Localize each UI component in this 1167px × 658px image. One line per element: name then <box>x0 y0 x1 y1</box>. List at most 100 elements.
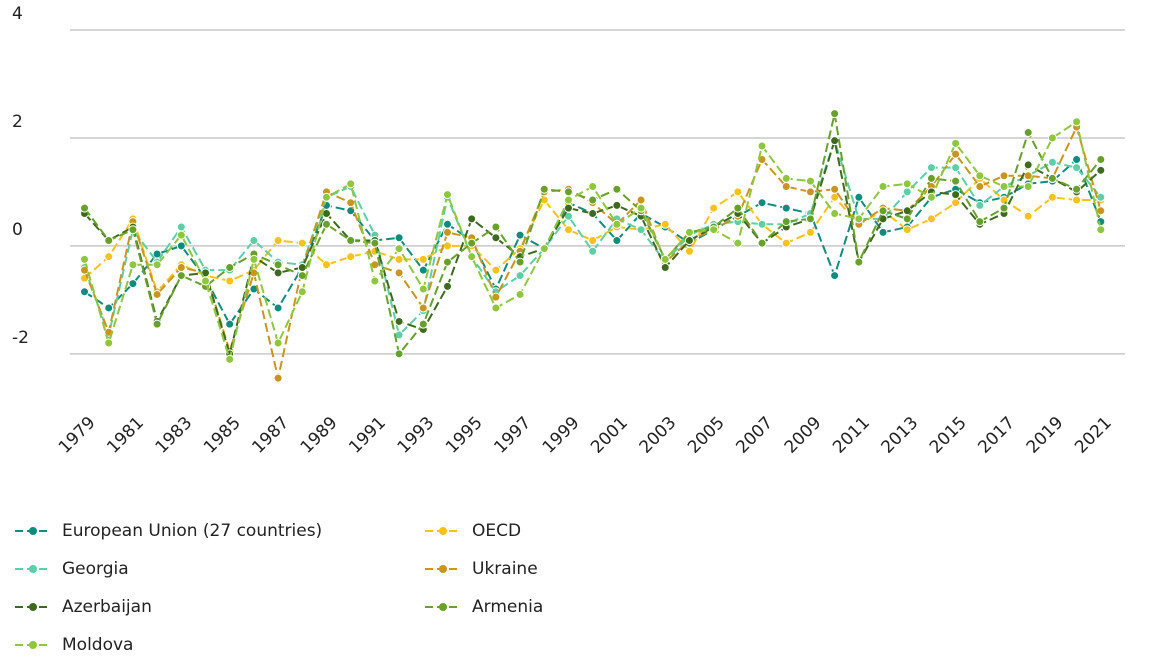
point <box>854 257 864 267</box>
point <box>588 235 598 245</box>
point <box>612 235 622 245</box>
x-tick-label: 2019 <box>1023 413 1068 458</box>
legend-marker <box>29 641 37 649</box>
x-tick-label: 2013 <box>878 413 923 458</box>
point <box>975 200 985 210</box>
point <box>370 238 380 248</box>
point <box>854 192 864 202</box>
point <box>321 219 331 229</box>
x-tick-label: 1997 <box>490 413 535 458</box>
point <box>128 260 138 270</box>
point <box>273 373 283 383</box>
point <box>975 182 985 192</box>
point <box>394 268 404 278</box>
point <box>418 319 428 329</box>
point <box>1047 192 1057 202</box>
point <box>394 233 404 243</box>
point <box>830 271 840 281</box>
legend-item: Moldova <box>15 635 133 655</box>
series-line <box>83 177 1101 294</box>
point <box>539 184 549 194</box>
point <box>104 338 114 348</box>
legend-label: Ukraine <box>472 559 538 579</box>
point <box>491 222 501 232</box>
point <box>418 265 428 275</box>
point <box>878 206 888 216</box>
point <box>176 262 186 272</box>
point <box>563 187 573 197</box>
x-tick-label: 2017 <box>974 413 1019 458</box>
x-tick-label: 1987 <box>248 413 293 458</box>
point <box>442 190 452 200</box>
point <box>515 257 525 267</box>
point <box>830 109 840 119</box>
point <box>563 203 573 213</box>
point <box>442 219 452 229</box>
point <box>854 214 864 224</box>
legend-label: Georgia <box>62 559 129 579</box>
point <box>926 173 936 183</box>
point <box>951 138 961 148</box>
point <box>321 260 331 270</box>
point <box>660 262 670 272</box>
x-tick-label: 2007 <box>732 413 777 458</box>
point <box>999 203 1009 213</box>
point <box>636 195 646 205</box>
legend-label: Azerbaijan <box>62 597 152 617</box>
point <box>346 235 356 245</box>
point <box>152 289 162 299</box>
point <box>104 252 114 262</box>
point <box>636 203 646 213</box>
x-tick-label: 1983 <box>152 413 197 458</box>
point <box>660 254 670 264</box>
point <box>346 179 356 189</box>
point <box>1072 155 1082 165</box>
point <box>902 187 912 197</box>
point <box>80 203 90 213</box>
point <box>1023 211 1033 221</box>
point <box>805 187 815 197</box>
point <box>830 184 840 194</box>
x-tick-label: 2001 <box>587 413 632 458</box>
point <box>926 163 936 173</box>
point <box>612 184 622 194</box>
y-tick-label: -2 <box>12 328 29 348</box>
point <box>1096 192 1106 202</box>
point <box>660 219 670 229</box>
point <box>1072 117 1082 127</box>
point <box>975 171 985 181</box>
point <box>491 303 501 313</box>
legend-item: European Union (27 countries) <box>15 521 322 541</box>
point <box>830 209 840 218</box>
point <box>588 246 598 256</box>
point <box>273 268 283 278</box>
series-line <box>83 113 1102 357</box>
point <box>418 303 428 313</box>
point <box>515 230 525 240</box>
point <box>733 187 743 197</box>
point <box>225 262 235 272</box>
point <box>902 225 912 235</box>
point <box>297 287 307 297</box>
point <box>902 214 912 224</box>
point <box>636 225 646 235</box>
point <box>467 214 477 224</box>
point <box>902 179 912 189</box>
point <box>80 287 90 297</box>
x-tick-label: 2015 <box>926 413 971 458</box>
x-tick-label: 2011 <box>829 413 874 458</box>
point <box>491 233 501 243</box>
point <box>805 214 815 224</box>
point <box>370 276 380 286</box>
point <box>805 227 815 237</box>
point <box>418 284 428 294</box>
point <box>709 203 719 213</box>
x-tick-label: 1993 <box>394 413 439 458</box>
point <box>128 279 138 289</box>
x-tick-label: 1995 <box>442 413 487 458</box>
point <box>757 141 767 151</box>
y-tick-label: 4 <box>12 4 23 24</box>
point <box>152 260 162 270</box>
point <box>1047 133 1057 143</box>
